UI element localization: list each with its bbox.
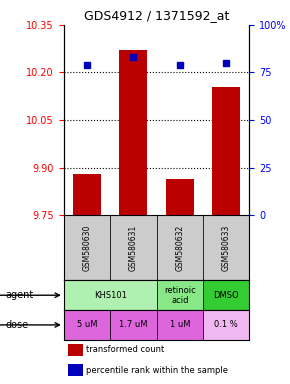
Text: GSM580632: GSM580632 (175, 225, 184, 271)
Text: GSM580633: GSM580633 (222, 225, 231, 271)
Bar (203, 215, 249, 280)
Text: GSM580631: GSM580631 (129, 225, 138, 271)
Text: GSM580630: GSM580630 (82, 225, 92, 271)
Bar (110, 215, 157, 280)
Text: KHS101: KHS101 (94, 291, 127, 300)
Bar (119, 50, 147, 215)
Text: agent: agent (6, 290, 34, 300)
Bar (203, 310, 249, 340)
Bar (110, 310, 157, 340)
Bar (157, 280, 203, 310)
Text: DMSO: DMSO (213, 291, 239, 300)
Bar (64, 280, 157, 310)
Bar (157, 310, 203, 340)
Bar (64, 215, 110, 280)
Title: GDS4912 / 1371592_at: GDS4912 / 1371592_at (84, 9, 229, 22)
Text: 0.1 %: 0.1 % (214, 320, 238, 329)
Bar (68, 344, 83, 356)
Text: transformed count: transformed count (86, 345, 164, 354)
Bar (203, 280, 249, 310)
Bar (68, 364, 83, 376)
Text: dose: dose (6, 320, 29, 330)
Bar (166, 179, 194, 215)
Text: percentile rank within the sample: percentile rank within the sample (86, 366, 228, 374)
Bar (73, 174, 101, 215)
Bar (64, 310, 110, 340)
Bar (212, 87, 240, 215)
Text: 1 uM: 1 uM (170, 320, 190, 329)
Text: 1.7 uM: 1.7 uM (119, 320, 148, 329)
Text: 5 uM: 5 uM (77, 320, 97, 329)
Text: retinoic
acid: retinoic acid (164, 286, 196, 305)
Bar (157, 215, 203, 280)
